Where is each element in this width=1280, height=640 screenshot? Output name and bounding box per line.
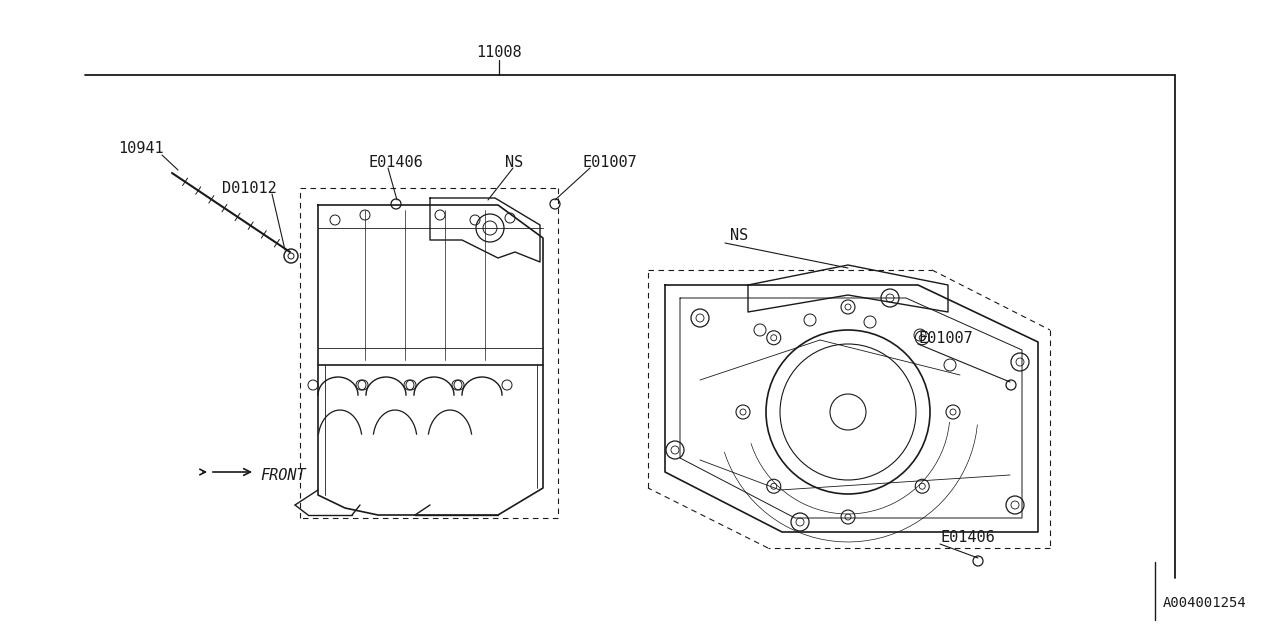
Text: 10941: 10941 <box>118 141 164 156</box>
Text: E01406: E01406 <box>369 154 422 170</box>
Text: E01406: E01406 <box>940 531 995 545</box>
Text: 11008: 11008 <box>476 45 522 60</box>
Text: E01007: E01007 <box>582 154 636 170</box>
Text: NS: NS <box>730 227 749 243</box>
Text: E01007: E01007 <box>918 330 973 346</box>
Text: NS: NS <box>506 154 524 170</box>
Text: D01012: D01012 <box>221 180 276 195</box>
Text: FRONT: FRONT <box>260 467 306 483</box>
Text: A004001254: A004001254 <box>1164 596 1247 610</box>
